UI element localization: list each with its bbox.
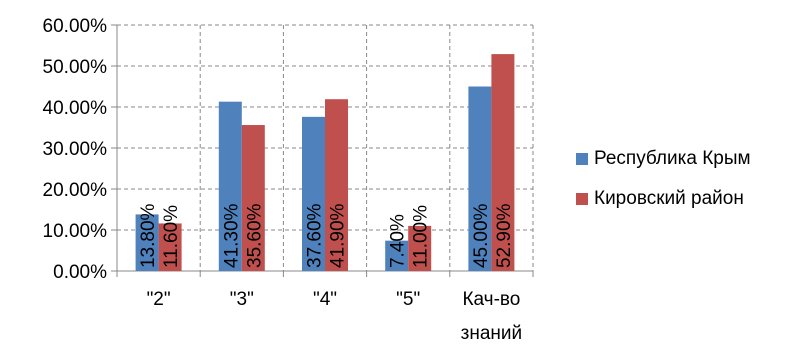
- data-label-series-2: 52.90%: [494, 203, 515, 268]
- bar-series-2: [408, 225, 432, 271]
- legend-swatch-series-1: [576, 153, 588, 165]
- y-tick-label: 20.00%: [43, 180, 108, 201]
- bar-series-1: [135, 214, 159, 271]
- bar-series-1: [468, 86, 492, 271]
- bar-series-2: [491, 54, 515, 271]
- y-tick-label: 0.00%: [53, 262, 107, 283]
- bar-series-2: [325, 99, 348, 272]
- legend-swatch-series-2: [576, 193, 588, 205]
- data-label-series-2: 11.60%: [161, 205, 182, 268]
- legend-label-series-1: Республика Крым: [594, 148, 751, 169]
- data-label-series-2: 11.00%: [411, 205, 432, 268]
- data-label-series-2: 41.90%: [328, 203, 349, 268]
- legend-item-series-2: Кировский район: [576, 188, 751, 210]
- data-label-series-1: 37.60%: [305, 203, 326, 268]
- bar-series-1: [218, 101, 242, 271]
- bar-series-1: [385, 240, 409, 271]
- x-tick-label: "2": [147, 289, 171, 310]
- x-tick-label: Кач-во: [462, 289, 520, 310]
- x-tick-label: знаний: [461, 323, 523, 344]
- y-tick-label: 60.00%: [43, 16, 108, 37]
- bar-series-2: [158, 223, 182, 271]
- chart-legend: Республика Крым Кировский район: [576, 148, 751, 228]
- data-label-series-2: 35.60%: [244, 203, 265, 268]
- bar-series-2: [241, 125, 265, 271]
- data-label-series-1: 13.80%: [138, 203, 159, 268]
- x-tick-label: "4": [313, 289, 337, 310]
- x-tick-label: "5": [396, 289, 420, 310]
- legend-label-series-2: Кировский район: [594, 188, 744, 209]
- data-label-series-1: 45.00%: [471, 203, 492, 268]
- x-tick-label: "3": [230, 289, 254, 310]
- data-label-series-1: 41.30%: [221, 203, 242, 268]
- y-tick-label: 40.00%: [43, 98, 108, 119]
- y-tick-label: 50.00%: [43, 57, 108, 78]
- bar-series-1: [302, 116, 325, 271]
- y-tick-label: 10.00%: [43, 221, 108, 242]
- data-label-series-1: 7.40%: [388, 214, 409, 268]
- legend-item-series-1: Республика Крым: [576, 148, 751, 170]
- y-tick-label: 30.00%: [43, 139, 108, 160]
